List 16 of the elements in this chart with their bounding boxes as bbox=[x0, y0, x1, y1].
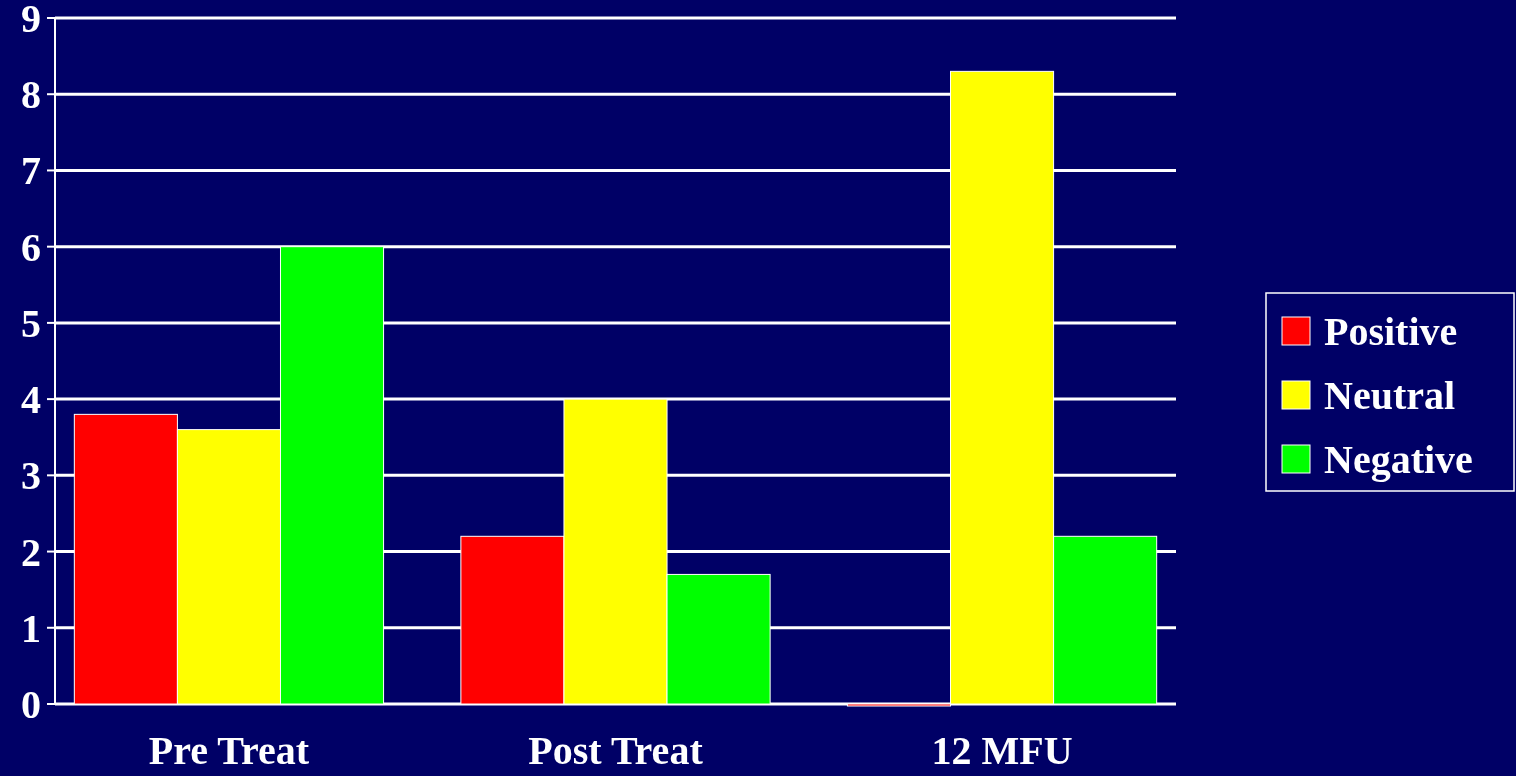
y-tick-label: 5 bbox=[21, 300, 41, 346]
x-tick-label: Pre Treat bbox=[148, 728, 310, 773]
y-tick-label: 6 bbox=[21, 224, 41, 270]
y-tick-label: 1 bbox=[21, 605, 41, 651]
legend-label: Neutral bbox=[1324, 373, 1456, 418]
y-tick-label: 9 bbox=[21, 0, 41, 41]
y-tick-label: 3 bbox=[21, 453, 41, 499]
y-tick-label: 7 bbox=[21, 148, 41, 194]
x-tick-label: 12 MFU bbox=[931, 728, 1073, 773]
y-tick-label: 8 bbox=[21, 72, 41, 118]
legend-label: Negative bbox=[1324, 437, 1473, 482]
y-tick-label: 0 bbox=[21, 682, 41, 727]
y-tick-label: 4 bbox=[21, 377, 41, 423]
y-tick-label: 2 bbox=[21, 529, 41, 575]
legend-label: Positive bbox=[1324, 309, 1458, 354]
x-tick-label: Post Treat bbox=[528, 728, 704, 773]
